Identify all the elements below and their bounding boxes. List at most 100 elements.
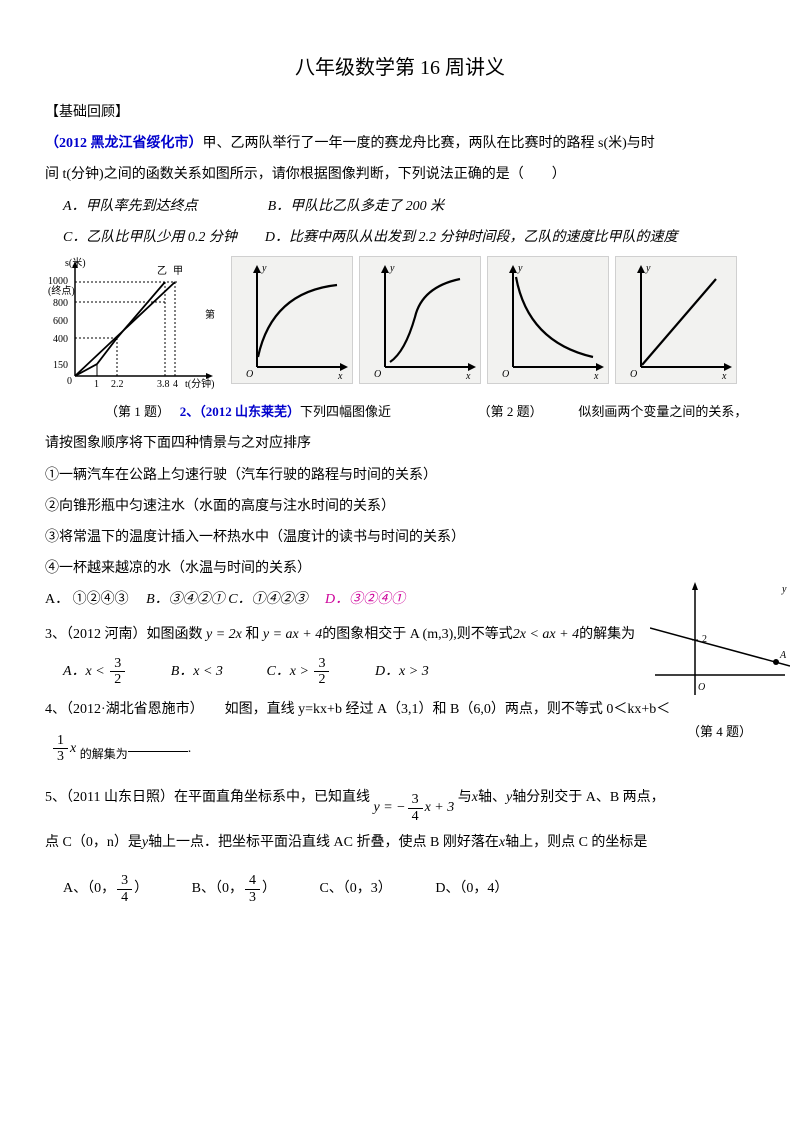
q5B-tail: ） bbox=[262, 881, 276, 896]
q3C-n: 3 bbox=[314, 656, 329, 672]
q5-optA: A、（0，34） bbox=[63, 873, 148, 905]
caption-4: （第 4 题） bbox=[687, 720, 752, 743]
q1-optC: C．乙队比甲队少用 0.2 分钟 bbox=[63, 230, 237, 245]
q1-optA: A．甲队率先到达终点 bbox=[63, 199, 198, 214]
q3-opts: A．x < 32 B．x < 3 C．x > 32 D．x > 3 bbox=[45, 656, 755, 688]
q5A-d: 4 bbox=[117, 890, 132, 905]
q5-l2b: 轴上一点．把坐标平面沿直线 AC 折叠，使点 B 刚好落在 bbox=[148, 835, 499, 850]
q3A-d: 2 bbox=[110, 672, 125, 687]
q4-n: 1 bbox=[53, 733, 68, 749]
f1-y800: 800 bbox=[53, 298, 68, 309]
small-chart-4: y O x bbox=[615, 256, 737, 384]
section-basics: 【基础回顾】 bbox=[45, 100, 755, 125]
q1-optB: B．甲队比乙队多走了 200 米 bbox=[268, 199, 445, 214]
q5-optD: D、（0，4） bbox=[435, 876, 508, 901]
sc2-y: y bbox=[389, 263, 395, 274]
q4-blank bbox=[128, 738, 188, 752]
q3C-d: 2 bbox=[314, 672, 329, 687]
q5-lead1: 5、（2011 山东日照）在平面直角坐标系中，已知直线 bbox=[45, 790, 370, 805]
sc4-x: x bbox=[721, 371, 727, 382]
q1-line2: 间 t(分钟)之间的函数关系如图所示，请你根据图像判断，下列说法正确的是（ ） bbox=[45, 162, 755, 187]
q3-optD: D．x > 3 bbox=[375, 659, 429, 684]
q3-eq2: 2x < ax + 4 bbox=[513, 627, 579, 642]
q2-optC: C．①④②③ bbox=[228, 592, 307, 607]
page-title: 八年级数学第 16 周讲义 bbox=[45, 50, 755, 86]
f4-y: y bbox=[781, 584, 787, 595]
q3-optB: B．x < 3 bbox=[171, 659, 223, 684]
figure-4: y A 2 O bbox=[650, 580, 790, 710]
q1-body1: 甲、乙两队举行了一年一度的赛龙舟比赛，两队在比赛时的路程 s(米)与时 bbox=[203, 136, 655, 151]
sc1-x: x bbox=[337, 371, 343, 382]
q3-line: 3、（2012 河南）如图函数 y = 2x 和 y = ax + 4的图象相交… bbox=[45, 622, 755, 647]
f1-di: 第 bbox=[205, 308, 215, 321]
caption-row: （第 1 题） 2、（2012 山东莱芜）下列四幅图像近 （第 2 题） 似刻画… bbox=[45, 400, 755, 423]
q5B-d: 3 bbox=[245, 890, 260, 905]
q2-optB: B．③④②① bbox=[146, 592, 225, 607]
q5A-lead: A、（0， bbox=[63, 881, 115, 896]
q5-optC: C、（0，3） bbox=[319, 876, 391, 901]
q4-tail: 的解集为 bbox=[80, 747, 128, 761]
q4-line1: 4、（2012·湖北省恩施市） 如图，直线 y=kx+b 经过 A（3,1）和 … bbox=[45, 697, 755, 722]
q5-lead2: 与 bbox=[458, 790, 472, 805]
sc3-y: y bbox=[517, 263, 523, 274]
q3-mid1: 和 bbox=[242, 627, 263, 642]
q2-c2: ②向锥形瓶中匀速注水（水面的高度与注水时间的关系） bbox=[45, 494, 755, 519]
q2-optA: A． ①②④③ bbox=[45, 592, 129, 607]
q2-c4: ④一杯越来越凉的水（水温与时间的关系） bbox=[45, 556, 755, 581]
caption-2: （第 2 题） bbox=[478, 404, 537, 419]
q3-tail: 的解集为 bbox=[579, 627, 635, 642]
q5-line2: 点 C（0，n）是y轴上一点．把坐标平面沿直线 AC 折叠，使点 B 刚好落在x… bbox=[45, 830, 755, 855]
f4-A: A bbox=[779, 650, 787, 661]
sc4-y: y bbox=[645, 263, 651, 274]
q3A-n: 3 bbox=[110, 656, 125, 672]
q2-c1: ①一辆汽车在公路上匀速行驶（汽车行驶的路程与时间的关系） bbox=[45, 463, 755, 488]
small-chart-3: y O x bbox=[487, 256, 609, 384]
q5B-n: 4 bbox=[245, 873, 260, 889]
q3-eq1b: y = ax + 4 bbox=[263, 627, 322, 642]
f1-jia: 甲 bbox=[173, 266, 183, 277]
f1-y0: 0 bbox=[67, 376, 72, 387]
f1-xlabel: t(分钟) bbox=[185, 377, 214, 390]
small-chart-1: y O x bbox=[231, 256, 353, 384]
f1-yi: 乙 bbox=[157, 265, 167, 277]
q2-source: 2、（2012 山东莱芜） bbox=[180, 404, 300, 419]
q3-eq1a: y = 2x bbox=[206, 627, 242, 642]
q5-eqpre: y = − bbox=[373, 800, 405, 815]
q1-line1: （2012 黑龙江省绥化市）甲、乙两队举行了一年一度的赛龙舟比赛，两队在比赛时的… bbox=[45, 131, 755, 156]
q4-d: 3 bbox=[53, 749, 68, 764]
f4-tick: 2 bbox=[702, 634, 707, 645]
q4-x: x bbox=[70, 741, 76, 756]
f1-y400: 400 bbox=[53, 334, 68, 345]
q5B-lead: B、（0， bbox=[192, 881, 243, 896]
q5-eqpost: x + 3 bbox=[425, 800, 455, 815]
q2-lead: 下列四幅图像近 bbox=[300, 404, 391, 419]
q1-optD: D．比赛中两队从出发到 2.2 分钟时间段，乙队的速度比甲队的速度 bbox=[265, 230, 678, 245]
q2-c3: ③将常温下的温度计插入一杯热水中（温度计的读书与时间的关系） bbox=[45, 525, 755, 550]
q2-line2: 请按图象顺序将下面四种情景与之对应排序 bbox=[45, 431, 755, 456]
caption-1: （第 1 题） bbox=[105, 404, 164, 419]
sc1-o: O bbox=[246, 369, 253, 380]
f1-y600: 600 bbox=[53, 316, 68, 327]
q1-opts2: C．乙队比甲队少用 0.2 分钟 D．比赛中两队从出发到 2.2 分钟时间段，乙… bbox=[45, 225, 755, 250]
q3-mid2: 的图象相交于 A (m,3),则不等式 bbox=[322, 627, 513, 642]
q2-tail: 似刻画两个变量之间的关系， bbox=[578, 404, 747, 419]
q3-optC: C．x > 32 bbox=[266, 656, 331, 688]
q5-l2c: 轴上，则点 C 的坐标是 bbox=[505, 835, 647, 850]
q1-source: （2012 黑龙江省绥化市） bbox=[45, 136, 203, 151]
q4-line2: 13x 的解集为. bbox=[45, 733, 755, 766]
q4-period: . bbox=[188, 741, 192, 756]
small-chart-2: y O x bbox=[359, 256, 481, 384]
q1-opts1: A．甲队率先到达终点 B．甲队比乙队多走了 200 米 bbox=[45, 194, 755, 219]
sc1-y: y bbox=[261, 263, 267, 274]
q5A-n: 3 bbox=[117, 873, 132, 889]
q5-line1: 5、（2011 山东日照）在平面直角坐标系中，已知直线 y = −34x + 3… bbox=[45, 785, 755, 824]
q5-eqd: 4 bbox=[408, 809, 423, 824]
q3A-lead: A．x < bbox=[63, 664, 108, 679]
sc4-o: O bbox=[630, 369, 637, 380]
figure-1: s(米) 1000 (终点) 800 600 400 150 0 乙 bbox=[45, 256, 225, 396]
f1-x22: 2.2 bbox=[111, 379, 124, 390]
f1-y150: 150 bbox=[53, 360, 68, 371]
q3-lead: 3、（2012 河南）如图函数 bbox=[45, 627, 206, 642]
q5-eqn: 3 bbox=[408, 792, 423, 808]
figure-row: s(米) 1000 (终点) 800 600 400 150 0 乙 bbox=[45, 256, 755, 396]
